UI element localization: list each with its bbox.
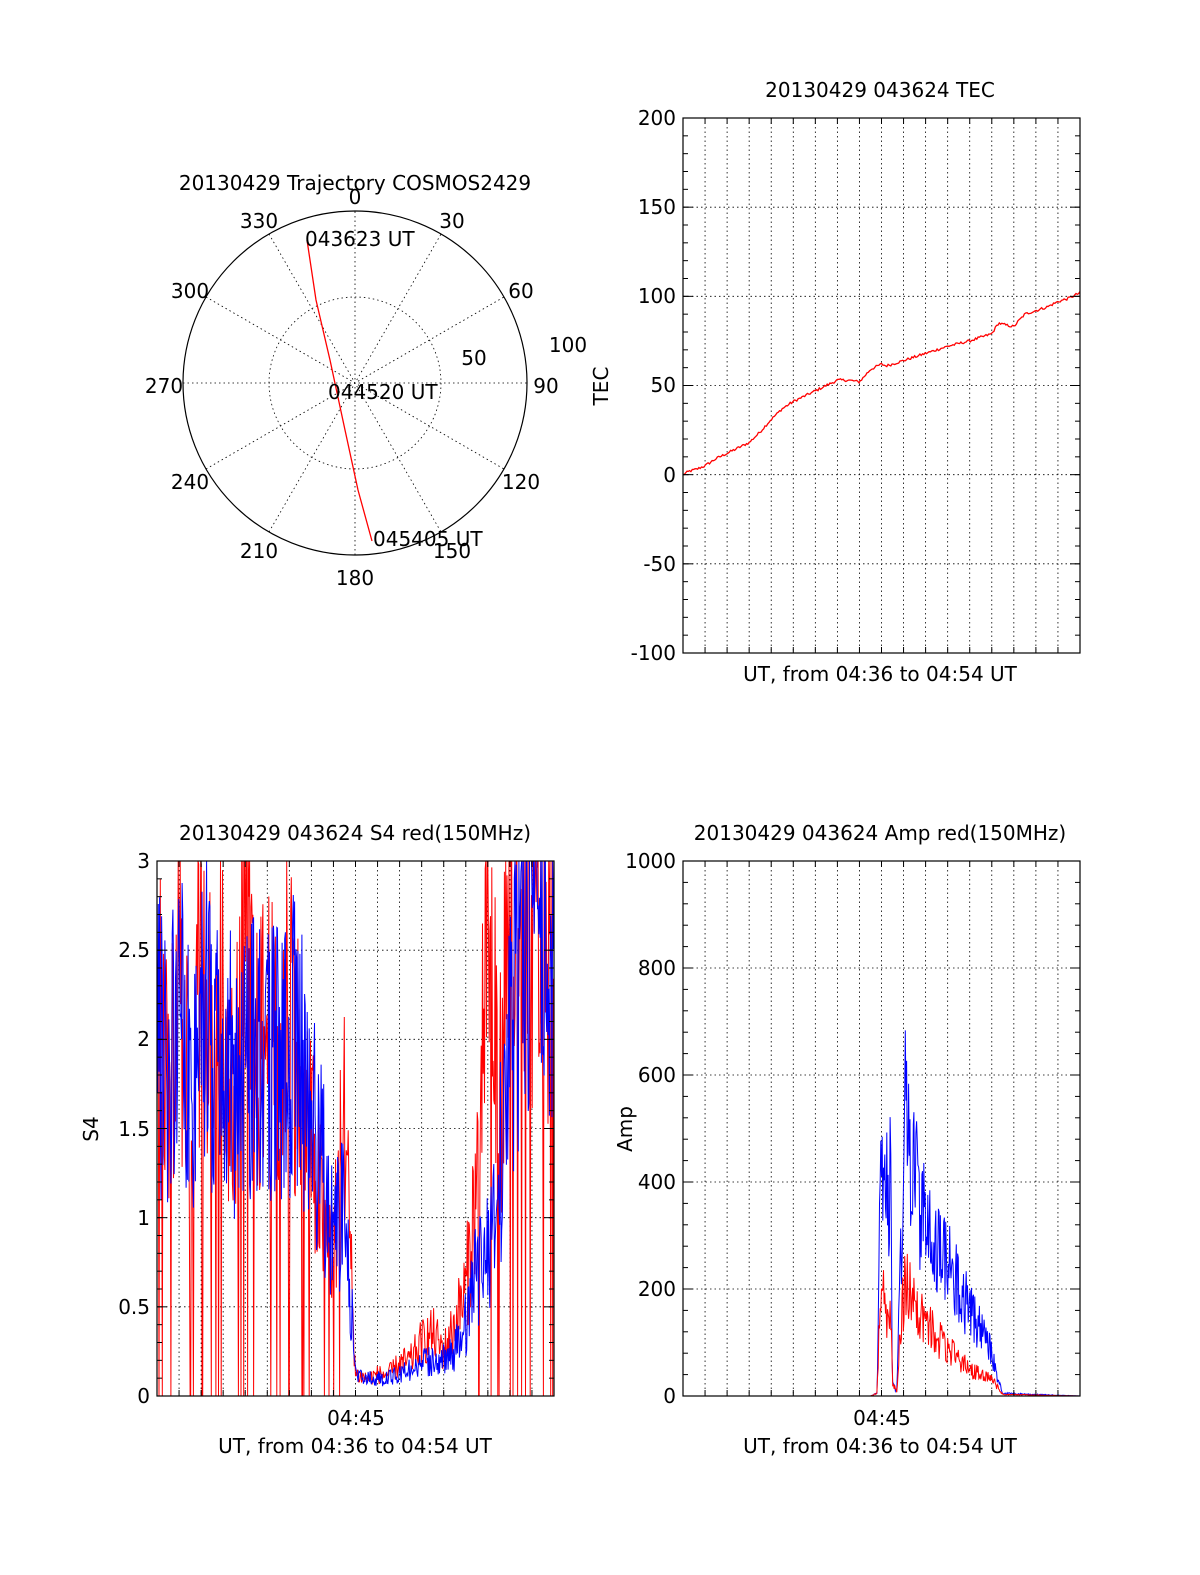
az-label-120: 120 bbox=[502, 470, 540, 494]
s4-xlabel: UT, from 04:36 to 04:54 UT bbox=[218, 1434, 493, 1458]
s4-ylabel: S4 bbox=[79, 1116, 103, 1141]
az-label-30: 30 bbox=[439, 209, 464, 233]
polar-title: 20130429 Trajectory COSMOS2429 bbox=[179, 171, 531, 195]
az-label-300: 300 bbox=[171, 279, 209, 303]
az-label-90: 90 bbox=[533, 374, 558, 398]
s4-ytick-label: 2.5 bbox=[118, 938, 150, 962]
amp-ylabel: Amp bbox=[613, 1106, 637, 1152]
s4-ticks bbox=[157, 860, 554, 1397]
tec-y-tick-labels: 200 150 100 50 0 -50 -100 bbox=[631, 106, 676, 665]
trajectory-label-mid: 044520 UT bbox=[328, 380, 438, 404]
s4-ytick-label: 2 bbox=[137, 1027, 150, 1051]
tec-plot: 20130429 043624 TEC 200 150 100 50 0 -50… bbox=[589, 78, 1081, 686]
az-label-210: 210 bbox=[240, 539, 278, 563]
tec-ytick-label: 150 bbox=[638, 195, 676, 219]
s4-series-line-blue bbox=[156, 860, 555, 1387]
amp-ytick-label: 400 bbox=[638, 1170, 676, 1194]
amp-xtick-label: 04:45 bbox=[853, 1406, 911, 1430]
tec-ylabel: TEC bbox=[589, 367, 613, 407]
amp-ticks bbox=[683, 860, 1080, 1397]
amp-ytick-label: 200 bbox=[638, 1277, 676, 1301]
amp-grid bbox=[683, 861, 1080, 1396]
az-label-150: 150 bbox=[433, 539, 471, 563]
s4-ytick-label: 0.5 bbox=[118, 1295, 150, 1319]
tec-ytick-label: 200 bbox=[638, 106, 676, 130]
amp-ytick-label: 800 bbox=[638, 956, 676, 980]
polar-plot: 20130429 Trajectory COSMOS2429 0 30 60 9… bbox=[145, 171, 587, 590]
amp-xlabel: UT, from 04:36 to 04:54 UT bbox=[743, 1434, 1018, 1458]
amp-ytick-label: 0 bbox=[663, 1384, 676, 1408]
radial-label-50: 50 bbox=[461, 346, 486, 370]
tec-grid bbox=[683, 118, 1080, 653]
s4-ytick-label: 1 bbox=[137, 1206, 150, 1230]
amp-ytick-label: 1000 bbox=[625, 849, 676, 873]
az-label-240: 240 bbox=[171, 470, 209, 494]
polar-grid-spoke bbox=[268, 233, 442, 533]
tec-series bbox=[682, 291, 1081, 476]
trajectory-label-end: 045405 UT bbox=[373, 527, 483, 551]
s4-ytick-label: 3 bbox=[137, 849, 150, 873]
amp-plot: 20130429 043624 Amp red(150MHz) 1000 800… bbox=[613, 821, 1081, 1458]
radial-label-100: 100 bbox=[549, 333, 587, 357]
polar-outer-circle bbox=[182, 210, 528, 556]
tec-xlabel: UT, from 04:36 to 04:54 UT bbox=[743, 662, 1018, 686]
amp-title: 20130429 043624 Amp red(150MHz) bbox=[694, 821, 1066, 845]
amp-ytick-label: 600 bbox=[638, 1063, 676, 1087]
trajectory-line bbox=[306, 239, 373, 542]
polar-grid bbox=[183, 211, 527, 555]
tec-ytick-label: -50 bbox=[643, 552, 676, 576]
az-label-330: 330 bbox=[240, 209, 278, 233]
s4-title: 20130429 043624 S4 red(150MHz) bbox=[179, 821, 531, 845]
az-label-0: 0 bbox=[349, 185, 362, 209]
trajectory-label-start: 043623 UT bbox=[305, 227, 415, 251]
s4-plot: 20130429 043624 S4 red(150MHz) 3 2.5 2 1… bbox=[79, 821, 555, 1458]
amp-y-tick-labels: 1000 800 600 400 200 0 bbox=[625, 849, 676, 1408]
tec-title: 20130429 043624 TEC bbox=[765, 78, 995, 102]
tec-ytick-label: 50 bbox=[651, 373, 676, 397]
tec-ytick-label: 0 bbox=[663, 463, 676, 487]
az-label-60: 60 bbox=[508, 279, 533, 303]
polar-azimuth-labels: 0 30 60 90 120 150 180 210 240 270 300 3… bbox=[145, 185, 559, 590]
az-label-180: 180 bbox=[336, 566, 374, 590]
az-label-270: 270 bbox=[145, 374, 183, 398]
s4-y-tick-labels: 3 2.5 2 1.5 1 0.5 0 bbox=[118, 849, 150, 1408]
tec-series-line-red bbox=[682, 291, 1081, 476]
s4-xtick-label: 04:45 bbox=[327, 1406, 385, 1430]
s4-ytick-label: 0 bbox=[137, 1384, 150, 1408]
s4-ytick-label: 1.5 bbox=[118, 1117, 150, 1141]
tec-ytick-label: -100 bbox=[631, 641, 676, 665]
tec-ticks bbox=[683, 117, 1080, 654]
tec-ytick-label: 100 bbox=[638, 284, 676, 308]
